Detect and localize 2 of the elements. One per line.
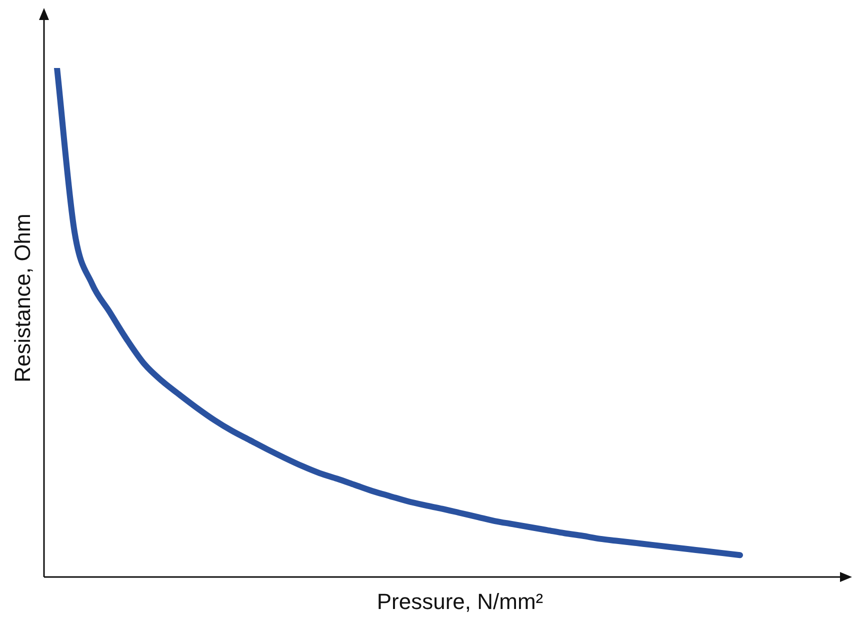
y-axis-title: Resistance, Ohm [10, 214, 36, 382]
x-axis-title: Pressure, N/mm² [376, 589, 544, 614]
